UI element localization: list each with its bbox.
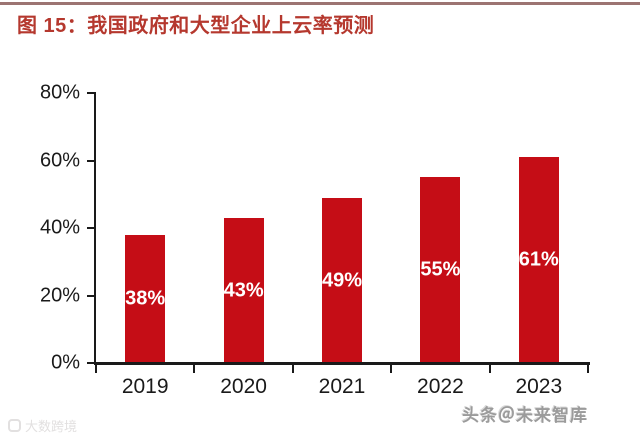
x-axis-tick [95, 363, 97, 373]
bar-2021 [322, 198, 362, 363]
bar-2022 [420, 177, 461, 363]
x-axis-label: 2022 [417, 375, 464, 398]
x-axis-tick [587, 363, 589, 373]
x-axis-label: 2021 [318, 375, 366, 398]
bar-value-label: 55% [420, 258, 461, 281]
y-axis-tick [87, 227, 96, 229]
figure-title: 图 15：我国政府和大型企业上云率预测 [17, 15, 375, 37]
x-axis-line [94, 362, 590, 365]
x-axis-tick [291, 363, 294, 373]
x-axis-tick [390, 363, 393, 373]
bottom-left-watermark-text: 大数跨境 [25, 419, 78, 434]
x-axis-tick [193, 363, 196, 373]
bottom-right-watermark: 头条＠未来智库 [462, 406, 588, 425]
bar-value-label: 43% [223, 279, 264, 301]
watermark-logo-icon [8, 419, 21, 432]
bar-value-label: 49% [321, 269, 363, 291]
y-axis-tick [87, 294, 96, 297]
y-axis-tick [87, 92, 96, 94]
y-axis-label: 20% [39, 284, 80, 306]
bar-value-label: 61% [518, 248, 559, 271]
y-axis-label: 40% [39, 216, 80, 239]
y-axis-label: 80% [39, 81, 80, 104]
bottom-left-watermark: 大数跨境 [8, 416, 77, 435]
bar-2023 [518, 157, 559, 363]
top-divider-rule [0, 2, 640, 5]
x-axis-tick [488, 363, 491, 373]
x-axis-label: 2019 [121, 375, 169, 398]
x-axis-label: 2020 [220, 375, 267, 398]
y-axis-label: 60% [39, 149, 80, 171]
bar-2019 [125, 235, 166, 363]
bar-2020 [223, 218, 264, 363]
x-axis-label: 2023 [515, 375, 563, 398]
y-axis-line [94, 93, 96, 365]
y-axis-tick [87, 362, 96, 364]
y-axis-tick [87, 159, 96, 162]
bar-value-label: 38% [125, 287, 166, 310]
y-axis-label: 0% [51, 351, 80, 374]
